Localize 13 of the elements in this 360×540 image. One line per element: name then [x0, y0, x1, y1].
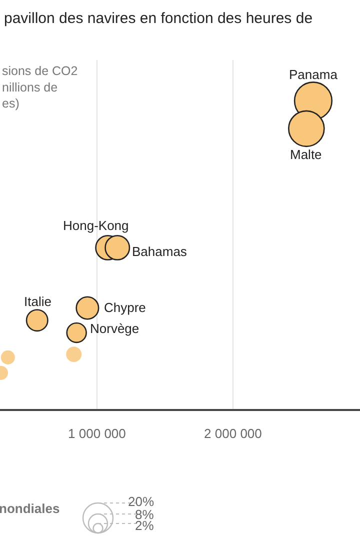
- chart-title: pavillon des navires en fonction des heures de: [4, 10, 313, 27]
- legend-title: nondiales: [0, 501, 60, 516]
- y-axis-title: sions de CO2 nillions de es): [2, 64, 78, 110]
- annotation: Italie: [24, 294, 52, 309]
- x-tick-label: 1 000 000: [68, 426, 126, 441]
- annotation: Bahamas: [132, 244, 188, 259]
- annotation: Chypre: [104, 300, 146, 315]
- annotation: Norvège: [90, 321, 140, 336]
- annotation: Malte: [290, 147, 322, 162]
- annotation: Panama: [289, 67, 338, 82]
- annotation: Hong-Kong: [63, 218, 129, 233]
- legend-label: 20%: [128, 494, 154, 509]
- x-tick-label: 2 000 000: [204, 426, 262, 441]
